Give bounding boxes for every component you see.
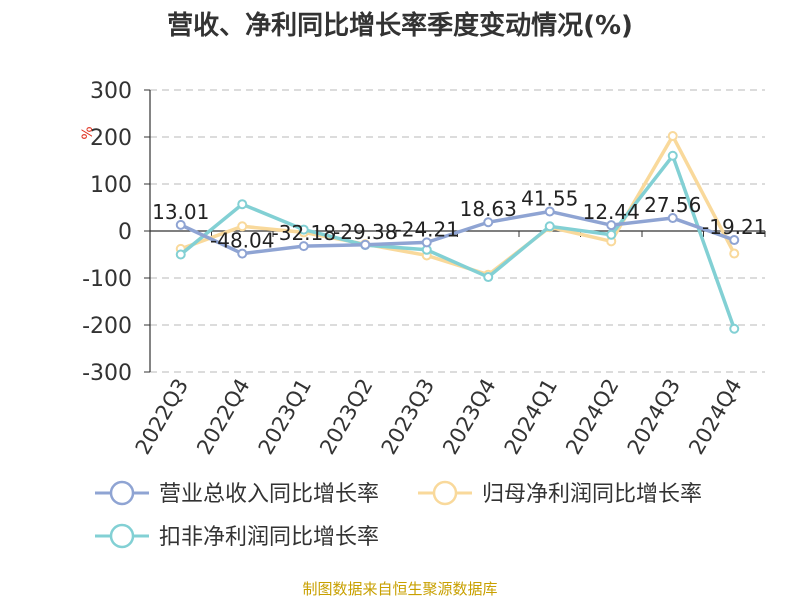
series-line	[179, 154, 736, 330]
data-point	[667, 131, 678, 142]
x-tick-label: 2023Q3	[377, 375, 439, 459]
data-point	[175, 249, 186, 260]
x-tick-label: 2023Q1	[254, 375, 316, 459]
x-tick-label: 2024Q1	[500, 375, 562, 459]
legend-marker	[432, 480, 458, 506]
x-tick-label: 2024Q3	[623, 375, 685, 459]
data-point	[421, 237, 432, 248]
legend-label: 营业总收入同比增长率	[159, 482, 379, 507]
series-line	[180, 209, 735, 256]
data-label: 13.01	[152, 200, 209, 224]
x-tick-label: 2023Q2	[315, 375, 377, 459]
data-point	[360, 239, 371, 250]
legend-marker	[109, 523, 135, 549]
data-point	[237, 221, 248, 232]
x-tick-labels: 2022Q3 2022Q4 2023Q1 2023Q2 2023Q3 2023Q4 2024…	[131, 375, 747, 459]
data-point	[667, 150, 678, 161]
x-tick-label: 2024Q2	[561, 375, 623, 459]
y-tick-label: 300	[90, 79, 132, 104]
x-tick-label: 2023Q4	[438, 375, 500, 459]
data-label: 27.56	[644, 193, 701, 217]
data-point	[483, 217, 494, 228]
y-tick-labels: 300 200 100 0 -100 -200 -300	[82, 79, 132, 386]
y-tick-label: -200	[82, 314, 132, 339]
y-tick-label: -300	[82, 361, 132, 386]
data-point	[544, 206, 555, 217]
chart-title: 营收、净利同比增长率季度变动情况(%)	[167, 10, 633, 41]
data-label: -32.18	[272, 221, 336, 245]
legend-marker	[109, 480, 135, 506]
data-point	[483, 272, 494, 283]
data-point	[667, 213, 678, 224]
data-label: 12.44	[583, 200, 640, 224]
data-point	[729, 248, 740, 259]
data-point	[606, 220, 617, 231]
data-label: -29.38	[333, 220, 397, 244]
data-point	[729, 323, 740, 334]
y-axis-label: %	[80, 126, 96, 139]
x-tick-label: 2022Q3	[131, 375, 193, 459]
y-tick-label: 200	[90, 126, 132, 151]
legend-label: 归母净利润同比增长率	[482, 482, 702, 507]
series-lines	[175, 131, 740, 334]
data-label: -24.21	[395, 217, 459, 241]
x-tick-label: 2022Q4	[192, 375, 254, 459]
y-tick-label: 100	[90, 173, 132, 198]
data-label: 41.55	[521, 186, 578, 210]
grid	[150, 89, 765, 373]
data-point	[298, 241, 309, 252]
data-point	[729, 235, 740, 246]
data-point	[237, 248, 248, 259]
data-point	[606, 229, 617, 240]
data-label: -19.21	[702, 215, 766, 239]
x-tick-label: 2024Q4	[684, 375, 746, 459]
y-tick-label: 0	[118, 220, 132, 245]
data-point	[175, 219, 186, 230]
data-point	[544, 221, 555, 232]
data-point	[298, 224, 309, 235]
data-label: -48.04	[210, 229, 274, 253]
data-label: 18.63	[460, 197, 517, 221]
source-footer: 制图数据来自恒生聚源数据库	[302, 580, 497, 598]
data-point	[237, 199, 248, 210]
legend-label: 扣非净利润同比增长率	[159, 525, 379, 550]
y-tick-label: -100	[82, 267, 132, 292]
